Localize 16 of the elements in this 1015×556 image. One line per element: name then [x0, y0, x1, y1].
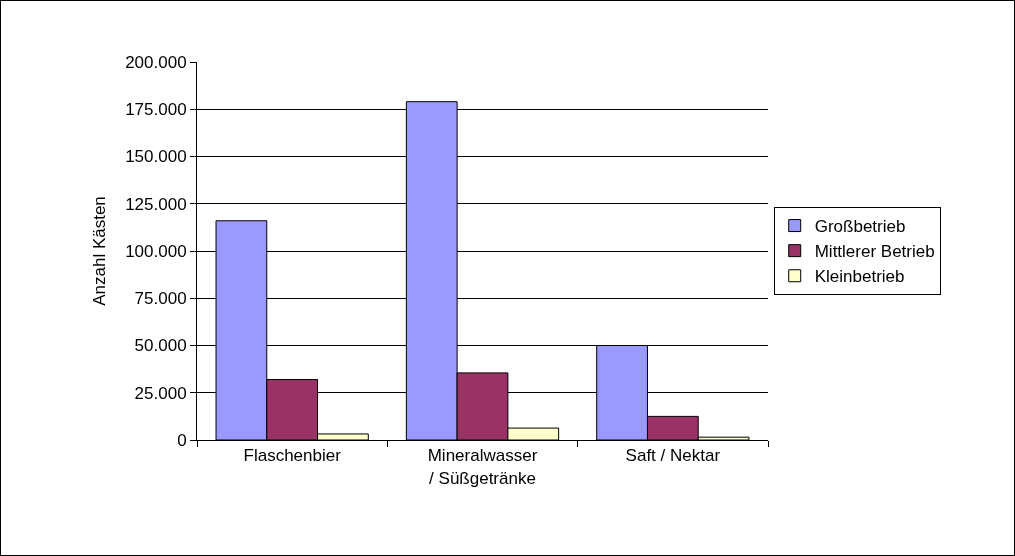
- y-tick-label: 150.000: [125, 147, 187, 167]
- x-tick-label: Mineralwasser / Süßgetränke: [427, 446, 538, 488]
- legend-label: Kleinbetrieb: [814, 267, 905, 287]
- y-tick-label: 125.000: [125, 194, 187, 214]
- legend-label: Großbetrieb: [814, 217, 906, 237]
- x-tick-label: Flaschenbier: [243, 446, 342, 466]
- y-tick-label: 0: [177, 430, 187, 450]
- x-tick-label: Saft / Nektar: [625, 446, 721, 466]
- y-axis-title: Anzahl Kästen: [89, 196, 109, 306]
- y-tick-label: 175.000: [125, 100, 187, 120]
- y-tick-label: 25.000: [134, 383, 187, 403]
- y-tick-label: 200.000: [125, 52, 187, 72]
- y-tick-label: 50.000: [134, 336, 187, 356]
- y-tick-label: 75.000: [134, 289, 187, 309]
- y-tick-label: 100.000: [125, 241, 187, 261]
- legend-label: Mittlerer Betrieb: [814, 242, 935, 262]
